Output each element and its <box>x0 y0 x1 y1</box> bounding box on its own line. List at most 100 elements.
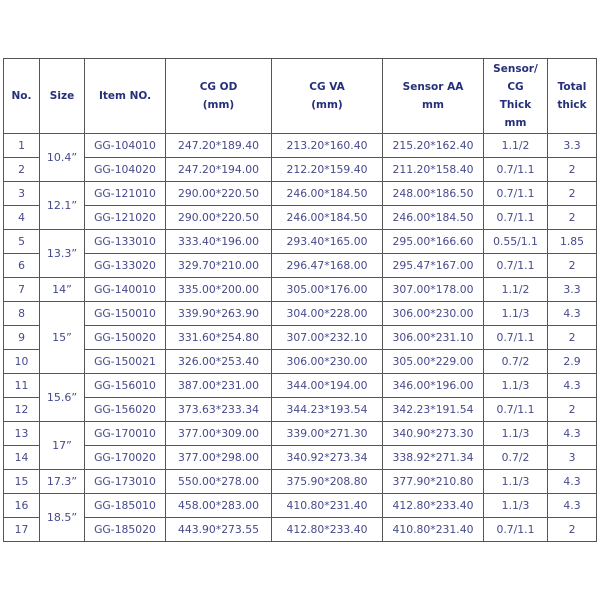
cell-sensor-cg: 0.7/1.1 <box>483 517 548 542</box>
cell-no: 9 <box>3 325 40 350</box>
cell-sensor-cg: 1.1/3 <box>483 493 548 518</box>
cell-sensor-cg: 0.55/1.1 <box>483 229 548 254</box>
cell-cg-va: 304.00*228.00 <box>271 301 383 326</box>
cell-sensor-aa: 215.20*162.40 <box>382 133 484 158</box>
cell-cg-va: 307.00*232.10 <box>271 325 383 350</box>
cell-item-no: GG-133010 <box>84 229 166 254</box>
cell-sensor-aa: 307.00*178.00 <box>382 277 484 302</box>
cell-sensor-cg: 0.7/1.1 <box>483 253 548 278</box>
cell-cg-va: 246.00*184.50 <box>271 205 383 230</box>
cell-total: 2 <box>547 157 597 182</box>
cell-item-no: GG-133020 <box>84 253 166 278</box>
cell-sensor-aa: 410.80*231.40 <box>382 517 484 542</box>
cell-cg-va: 306.00*230.00 <box>271 349 383 374</box>
cell-sensor-aa: 295.00*166.60 <box>382 229 484 254</box>
cell-no: 1 <box>3 133 40 158</box>
table-row: 9 GG-150020 331.60*254.80 307.00*232.10 306.… <box>3 325 597 350</box>
cell-cg-od: 333.40*196.00 <box>165 229 272 254</box>
cell-total: 2 <box>547 325 597 350</box>
table-row: 15 17.3” GG-173010 550.00*278.00 375.90*208.… <box>3 469 597 494</box>
cell-no: 14 <box>3 445 40 470</box>
cell-no: 12 <box>3 397 40 422</box>
cell-item-no: GG-170020 <box>84 445 166 470</box>
spec-table: No. Size Item NO. CG OD (mm) CG VA (mm) Se… <box>3 58 597 542</box>
cell-item-no: GG-150021 <box>84 349 166 374</box>
cell-cg-va: 305.00*176.00 <box>271 277 383 302</box>
cell-cg-od: 247.20*194.00 <box>165 157 272 182</box>
table-row: 11 15.6” GG-156010 387.00*231.00 344.00*194.… <box>3 373 597 422</box>
cell-total: 4.3 <box>547 421 597 446</box>
cell-sensor-aa: 342.23*191.54 <box>382 397 484 422</box>
table-row: 4 GG-121020 290.00*220.50 246.00*184.50 246.… <box>3 205 597 230</box>
cell-no: 2 <box>3 157 40 182</box>
cell-cg-od: 458.00*283.00 <box>165 493 272 518</box>
cell-no: 7 <box>3 277 40 302</box>
cell-item-no: GG-170010 <box>84 421 166 446</box>
cell-cg-od: 373.63*233.34 <box>165 397 272 422</box>
cell-cg-od: 339.90*263.90 <box>165 301 272 326</box>
cell-sensor-aa: 412.80*233.40 <box>382 493 484 518</box>
cell-cg-od: 377.00*298.00 <box>165 445 272 470</box>
cell-total: 4.3 <box>547 301 597 326</box>
table-row: 2 GG-104020 247.20*194.00 212.20*159.40 211.… <box>3 157 597 182</box>
table-row: 3 12.1” GG-121010 290.00*220.50 246.00*184.5… <box>3 181 597 230</box>
cell-sensor-cg: 1.1/3 <box>483 373 548 398</box>
header-cg-va: CG VA (mm) <box>271 58 383 134</box>
table-row: 14 GG-170020 377.00*298.00 340.92*273.34 338… <box>3 445 597 470</box>
header-item-no: Item NO. <box>84 58 166 134</box>
table-row: 6 GG-133020 329.70*210.00 296.47*168.00 295.… <box>3 253 597 278</box>
cell-sensor-cg: 0.7/1.1 <box>483 325 548 350</box>
cell-no: 16 <box>3 493 40 518</box>
cell-item-no: GG-185010 <box>84 493 166 518</box>
cell-sensor-cg: 0.7/2 <box>483 349 548 374</box>
cell-sensor-aa: 295.47*167.00 <box>382 253 484 278</box>
cell-total: 4.3 <box>547 373 597 398</box>
cell-cg-od: 290.00*220.50 <box>165 205 272 230</box>
cell-sensor-aa: 246.00*184.50 <box>382 205 484 230</box>
cell-sensor-aa: 340.90*273.30 <box>382 421 484 446</box>
header-cg-od: CG OD (mm) <box>165 58 272 134</box>
cell-cg-od: 387.00*231.00 <box>165 373 272 398</box>
table-row: 12 GG-156020 373.63*233.34 344.23*193.54 342… <box>3 397 597 422</box>
cell-no: 8 <box>3 301 40 326</box>
cell-size: 12.1” <box>39 181 85 230</box>
cell-size: 13.3” <box>39 229 85 278</box>
cell-cg-od: 443.90*273.55 <box>165 517 272 542</box>
table-row: 7 14” GG-140010 335.00*200.00 305.00*176.00 3… <box>3 277 597 302</box>
cell-total: 3 <box>547 445 597 470</box>
cell-total: 3.3 <box>547 133 597 158</box>
table-row: 5 13.3” GG-133010 333.40*196.00 293.40*165.0… <box>3 229 597 278</box>
cell-item-no: GG-173010 <box>84 469 166 494</box>
cell-sensor-cg: 0.7/1.1 <box>483 397 548 422</box>
cell-item-no: GG-140010 <box>84 277 166 302</box>
cell-item-no: GG-150020 <box>84 325 166 350</box>
cell-sensor-cg: 0.7/1.1 <box>483 205 548 230</box>
cell-cg-od: 290.00*220.50 <box>165 181 272 206</box>
cell-sensor-aa: 211.20*158.40 <box>382 157 484 182</box>
cell-sensor-aa: 305.00*229.00 <box>382 349 484 374</box>
cell-cg-va: 339.00*271.30 <box>271 421 383 446</box>
table-row: 17 GG-185020 443.90*273.55 412.80*233.40 410… <box>3 517 597 542</box>
cell-sensor-cg: 0.7/2 <box>483 445 548 470</box>
cell-cg-od: 326.00*253.40 <box>165 349 272 374</box>
cell-size: 17.3” <box>39 469 85 494</box>
header-sensor-cg-thick: Sensor/CG Thick mm <box>483 58 548 134</box>
cell-total: 2 <box>547 517 597 542</box>
cell-no: 4 <box>3 205 40 230</box>
cell-sensor-aa: 306.00*231.10 <box>382 325 484 350</box>
cell-item-no: GG-150010 <box>84 301 166 326</box>
cell-sensor-aa: 377.90*210.80 <box>382 469 484 494</box>
cell-cg-va: 246.00*184.50 <box>271 181 383 206</box>
cell-sensor-cg: 1.1/2 <box>483 133 548 158</box>
cell-item-no: GG-185020 <box>84 517 166 542</box>
cell-item-no: GG-104020 <box>84 157 166 182</box>
cell-no: 15 <box>3 469 40 494</box>
header-sensor-aa: Sensor AA mm <box>382 58 484 134</box>
cell-sensor-cg: 1.1/3 <box>483 301 548 326</box>
cell-cg-od: 331.60*254.80 <box>165 325 272 350</box>
cell-cg-od: 335.00*200.00 <box>165 277 272 302</box>
cell-sensor-cg: 0.7/1.1 <box>483 181 548 206</box>
cell-cg-od: 329.70*210.00 <box>165 253 272 278</box>
cell-no: 11 <box>3 373 40 398</box>
cell-no: 5 <box>3 229 40 254</box>
